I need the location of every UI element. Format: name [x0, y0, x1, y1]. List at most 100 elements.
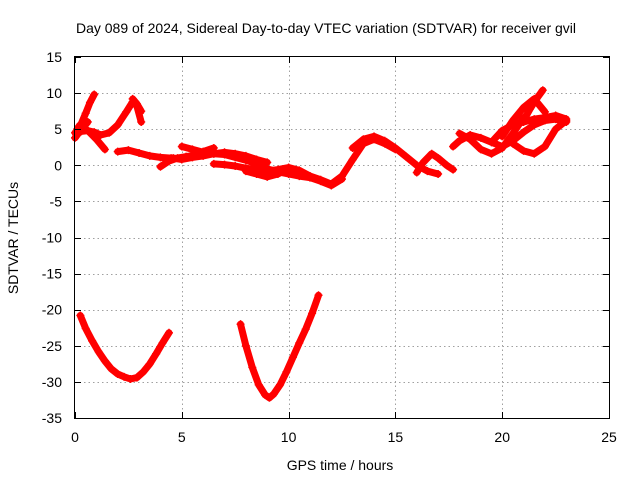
data-point-marker — [209, 159, 218, 168]
data-point-marker — [419, 158, 428, 167]
data-point-marker — [105, 128, 114, 137]
data-point-marker — [276, 380, 285, 389]
data-point-marker — [113, 120, 122, 129]
data-point-marker — [370, 132, 379, 141]
data-point-marker — [391, 143, 400, 152]
data-point-marker — [132, 99, 141, 108]
data-point-marker — [120, 372, 129, 381]
data-point-marker — [231, 162, 240, 171]
data-point-marker — [188, 145, 197, 154]
data-point-marker — [540, 142, 549, 151]
data-point-marker — [551, 125, 560, 134]
data-point-marker — [236, 320, 245, 329]
data-point-marker — [269, 390, 278, 399]
data-point-marker — [519, 116, 528, 125]
data-point-marker — [525, 104, 534, 113]
data-point-marker — [81, 109, 90, 118]
series-arc-r — [519, 86, 547, 125]
y-tick-label: -25 — [42, 338, 62, 354]
data-point-marker — [532, 94, 541, 103]
data-point-marker — [177, 155, 186, 164]
data-point-marker — [449, 142, 458, 151]
y-tick-label: -20 — [42, 302, 62, 318]
x-tick-label: 20 — [494, 429, 510, 445]
y-tick-label: -35 — [42, 410, 62, 426]
y-tick-label: 15 — [46, 49, 62, 65]
y-tick-label: 10 — [46, 85, 62, 101]
data-point-marker — [241, 167, 250, 176]
data-point-marker — [498, 132, 507, 141]
data-point-marker — [538, 86, 547, 95]
data-point-marker — [508, 129, 517, 138]
chart-title: Day 089 of 2024, Sidereal Day-to-day VTE… — [76, 20, 576, 36]
data-point-marker — [152, 349, 161, 358]
data-point-marker — [498, 143, 507, 152]
data-point-marker — [519, 103, 528, 112]
data-point-marker — [220, 148, 229, 157]
x-tick-label: 10 — [281, 429, 297, 445]
data-point-marker — [90, 90, 99, 99]
series-arc-s — [508, 116, 571, 158]
data-point-marker — [126, 375, 135, 384]
data-point-marker — [530, 115, 539, 124]
data-point-marker — [487, 149, 496, 158]
series-trace — [237, 291, 322, 402]
data-point-marker — [455, 136, 464, 145]
y-tick-label: -10 — [42, 230, 62, 246]
data-point-marker — [124, 146, 133, 155]
data-point-marker — [158, 338, 167, 347]
data-point-marker — [427, 149, 436, 158]
data-point-marker — [314, 291, 323, 300]
data-point-marker — [231, 149, 240, 158]
data-point-marker — [132, 373, 141, 382]
data-point-marker — [96, 130, 105, 139]
data-point-marker — [139, 367, 148, 376]
data-point-marker — [241, 341, 250, 350]
data-point-marker — [423, 167, 432, 176]
series-arc-u — [236, 291, 323, 402]
data-point-marker — [519, 146, 528, 155]
data-point-marker — [530, 149, 539, 158]
data-point-marker — [199, 148, 208, 157]
y-tick-label: -30 — [42, 374, 62, 390]
x-tick-label: 5 — [178, 429, 186, 445]
data-point-marker — [476, 145, 485, 154]
grid — [75, 57, 609, 418]
data-point-marker — [487, 138, 496, 147]
data-point-marker — [209, 149, 218, 158]
data-point-marker — [94, 347, 103, 356]
data-point-marker — [562, 116, 571, 125]
y-tick-label: 5 — [54, 121, 62, 137]
data-point-marker — [113, 369, 122, 378]
series-arc-i — [177, 142, 272, 167]
data-point-marker — [338, 172, 346, 181]
data-point-marker — [83, 117, 92, 126]
data-point-marker — [128, 94, 137, 103]
data-point-marker — [551, 111, 560, 120]
data-point-marker — [177, 142, 186, 151]
data-point-marker — [316, 175, 325, 184]
series-arc-l — [348, 132, 443, 178]
data-point-marker — [252, 169, 261, 178]
data-point-marker — [100, 356, 109, 365]
y-tick-label: -5 — [50, 193, 63, 209]
data-point-marker — [85, 98, 94, 107]
data-point-marker — [83, 126, 92, 135]
series-trace — [520, 86, 547, 124]
data-point-marker — [301, 325, 310, 334]
data-point-marker — [540, 107, 549, 116]
data-point-marker — [113, 147, 122, 156]
data-point-marker — [265, 393, 274, 402]
series-trace — [349, 132, 442, 178]
data-point-marker — [305, 172, 314, 181]
data-point-marker — [122, 107, 131, 116]
series-trace — [509, 117, 570, 158]
data-point-marker — [76, 311, 85, 320]
series-trace — [76, 312, 173, 383]
data-point-marker — [442, 161, 451, 170]
y-axis-label: SDTVAR / TECUs — [5, 182, 21, 294]
data-point-marker — [476, 133, 485, 142]
data-point-marker — [288, 353, 297, 362]
data-point-marker — [282, 367, 291, 376]
